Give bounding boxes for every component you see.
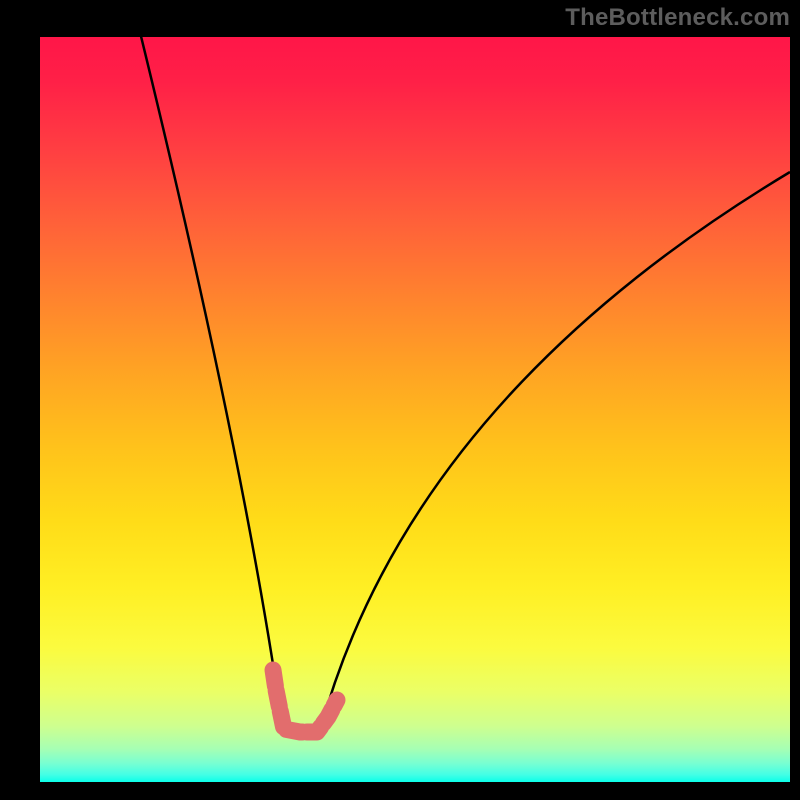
watermark-text: TheBottleneck.com [565,4,790,32]
plot-background [40,37,790,782]
bottleneck-curve-chart [0,0,800,800]
